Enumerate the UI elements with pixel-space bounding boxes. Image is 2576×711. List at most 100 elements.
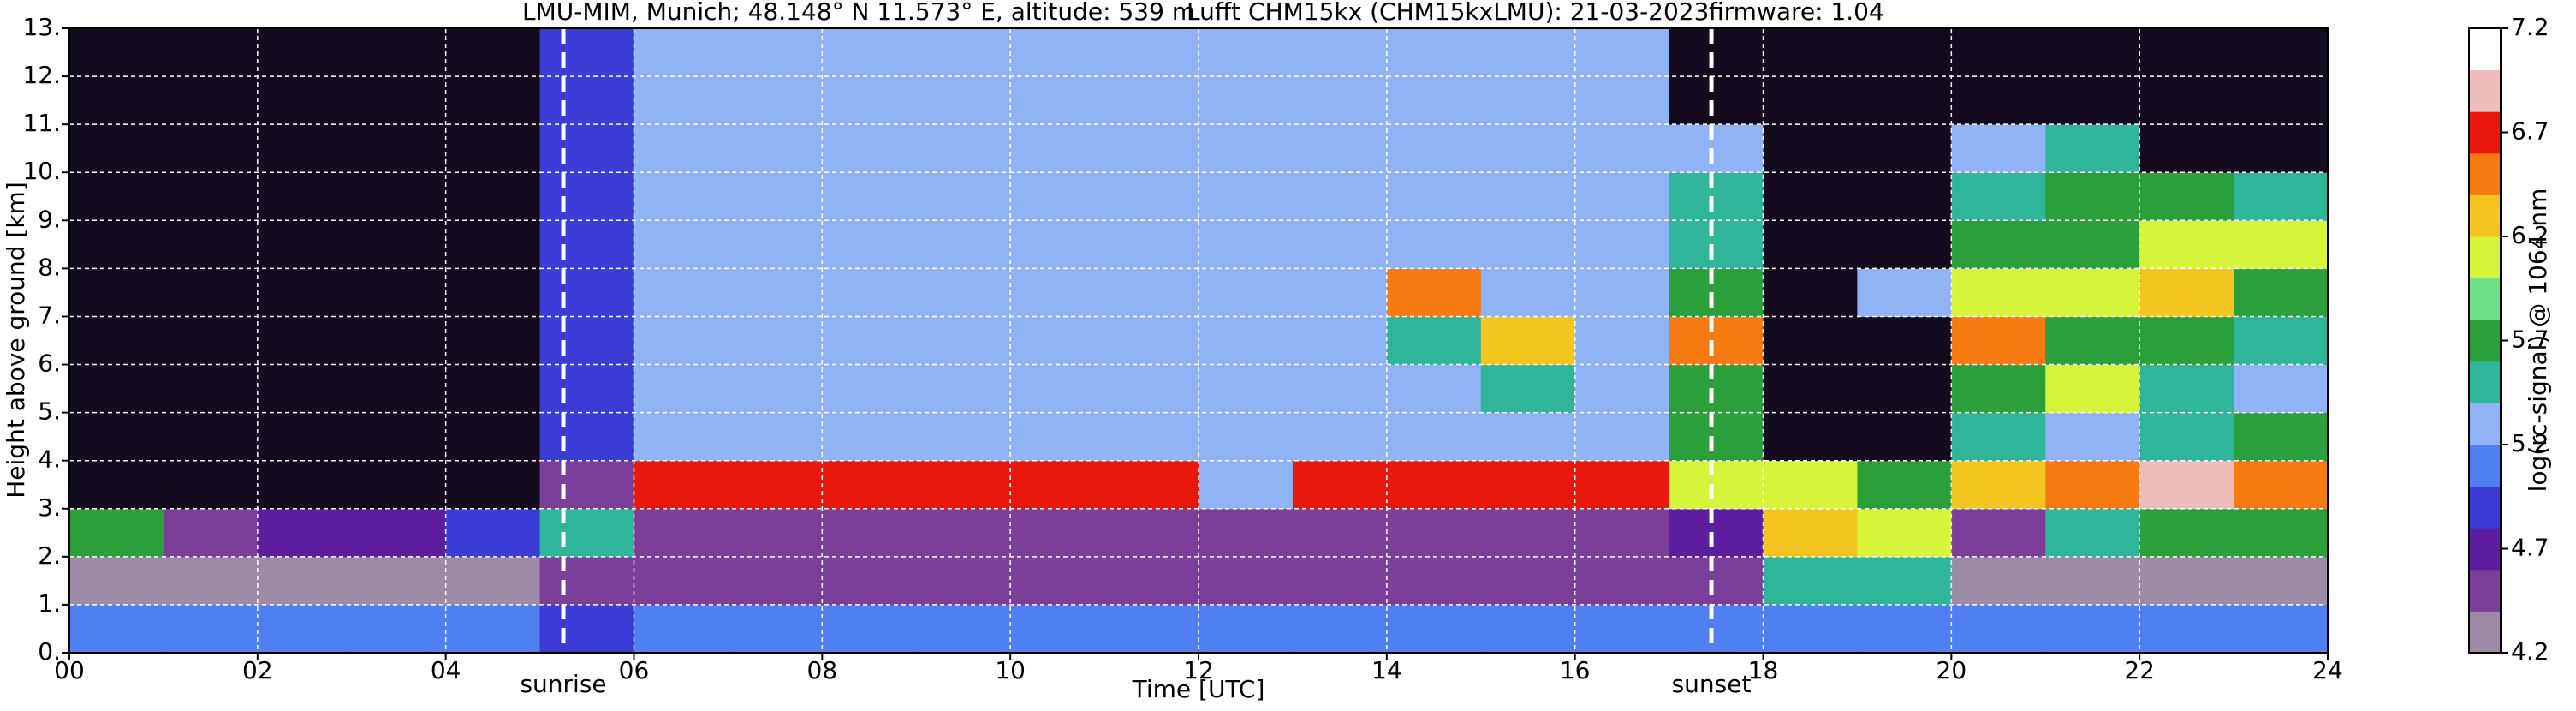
heatmap-cell bbox=[1480, 412, 1576, 462]
heatmap-cell bbox=[1292, 220, 1388, 269]
heatmap-cell bbox=[1292, 460, 1388, 510]
heatmap-cell bbox=[257, 604, 353, 654]
heatmap-cell bbox=[539, 124, 634, 173]
heatmap-cell bbox=[351, 604, 447, 654]
heatmap-cell bbox=[916, 556, 1011, 606]
heatmap-cell bbox=[1669, 76, 1764, 125]
heatmap-cell bbox=[2045, 316, 2140, 366]
heatmap-cell bbox=[822, 364, 917, 414]
heatmap-cell bbox=[1010, 556, 1105, 606]
heatmap-cell bbox=[69, 412, 164, 462]
heatmap-cell bbox=[1386, 460, 1482, 510]
heatmap-cell bbox=[822, 316, 917, 366]
heatmap-cell bbox=[2045, 412, 2140, 462]
heatmap-cell bbox=[2139, 556, 2234, 606]
heatmap-cell bbox=[163, 412, 259, 462]
heatmap-cell bbox=[1763, 124, 1858, 173]
title-part: Lufft CHM15kx (CHM15kxLMU): 21-03-2023 bbox=[1187, 0, 1709, 26]
heatmap-cell bbox=[163, 124, 259, 173]
heatmap-cell bbox=[1104, 28, 1199, 77]
heatmap-cell bbox=[163, 604, 259, 654]
heatmap-cell bbox=[257, 268, 353, 317]
heatmap-cell bbox=[634, 28, 729, 77]
heatmap-cell bbox=[1292, 316, 1388, 366]
heatmap-cell bbox=[1951, 460, 2046, 510]
heatmap-cell bbox=[1574, 76, 1670, 125]
heatmap-cell bbox=[163, 220, 259, 269]
heatmap-cell bbox=[539, 556, 634, 606]
heatmap-cell bbox=[1480, 28, 1576, 77]
heatmap-cell bbox=[2045, 76, 2140, 125]
heatmap-cell bbox=[2234, 28, 2329, 77]
heatmap-cell bbox=[539, 508, 634, 558]
colorbar-tick-label: 6.7 bbox=[2511, 117, 2549, 146]
heatmap-cell bbox=[2234, 604, 2329, 654]
heatmap-cell bbox=[1104, 268, 1199, 317]
heatmap-cell bbox=[1763, 508, 1858, 558]
heatmap-cell bbox=[916, 508, 1011, 558]
heatmap-cell bbox=[1857, 412, 1952, 462]
colorbar-segment bbox=[2469, 194, 2501, 237]
heatmap-cell bbox=[1010, 124, 1105, 173]
heatmap-cell bbox=[1480, 460, 1576, 510]
heatmap-cell bbox=[2139, 508, 2234, 558]
heatmap-cell bbox=[69, 76, 164, 125]
heatmap-cell bbox=[69, 172, 164, 221]
plot-frame bbox=[68, 27, 2329, 654]
colorbar-segment bbox=[2469, 152, 2501, 195]
heatmap-cell bbox=[2139, 28, 2234, 77]
heatmap-cell bbox=[257, 556, 353, 606]
heatmap-cell bbox=[1292, 268, 1388, 317]
heatmap-cell bbox=[351, 508, 447, 558]
heatmap-cell bbox=[69, 364, 164, 414]
heatmap-cell bbox=[822, 268, 917, 317]
heatmap-cell bbox=[2139, 412, 2234, 462]
heatmap-cell bbox=[163, 316, 259, 366]
x-tick-label: 06 bbox=[619, 656, 650, 684]
heatmap-cell bbox=[1574, 412, 1670, 462]
y-tick-label: 1. bbox=[38, 589, 61, 618]
heatmap-cell bbox=[2234, 220, 2329, 269]
heatmap-cell bbox=[1480, 364, 1576, 414]
heatmap-cell bbox=[2139, 124, 2234, 173]
heatmap-cell bbox=[1951, 364, 2046, 414]
heatmap-cell bbox=[539, 316, 634, 366]
heatmap-cell bbox=[916, 316, 1011, 366]
heatmap-cell bbox=[2045, 124, 2140, 173]
y-tick-label: 8. bbox=[38, 253, 61, 281]
heatmap-cell bbox=[539, 76, 634, 125]
heatmap-cell bbox=[2139, 604, 2234, 654]
heatmap-cell bbox=[1199, 220, 1294, 269]
heatmap-cell bbox=[822, 124, 917, 173]
heatmap-cell bbox=[1857, 172, 1952, 221]
heatmap-cell bbox=[2045, 364, 2140, 414]
heatmap-cell bbox=[1386, 172, 1482, 221]
colorbar-segment bbox=[2469, 361, 2501, 403]
heatmap-cell bbox=[1669, 220, 1764, 269]
x-tick-label: 22 bbox=[2124, 656, 2155, 684]
heatmap-cell bbox=[1951, 316, 2046, 366]
x-tick-label: 08 bbox=[807, 656, 838, 684]
heatmap-cell bbox=[1951, 508, 2046, 558]
heatmap-cell bbox=[1669, 172, 1764, 221]
heatmap-cell bbox=[163, 76, 259, 125]
heatmap-cell bbox=[1386, 508, 1482, 558]
colorbar-segment bbox=[2469, 569, 2501, 612]
heatmap-cell bbox=[1951, 556, 2046, 606]
heatmap-cell bbox=[445, 412, 541, 462]
heatmap-cell bbox=[1763, 28, 1858, 77]
heatmap-cell bbox=[728, 364, 823, 414]
heatmap-cell bbox=[1951, 76, 2046, 125]
heatmap-cell bbox=[2139, 220, 2234, 269]
heatmap-cell bbox=[1292, 412, 1388, 462]
heatmap-cell bbox=[634, 220, 729, 269]
heatmap-cell bbox=[1010, 76, 1105, 125]
x-tick-label: 24 bbox=[2312, 656, 2343, 684]
heatmap-cell bbox=[2139, 268, 2234, 317]
heatmap-cell bbox=[445, 28, 541, 77]
heatmap-cell bbox=[539, 220, 634, 269]
heatmap-cell bbox=[916, 220, 1011, 269]
annotation-label: sunrise bbox=[520, 670, 606, 698]
